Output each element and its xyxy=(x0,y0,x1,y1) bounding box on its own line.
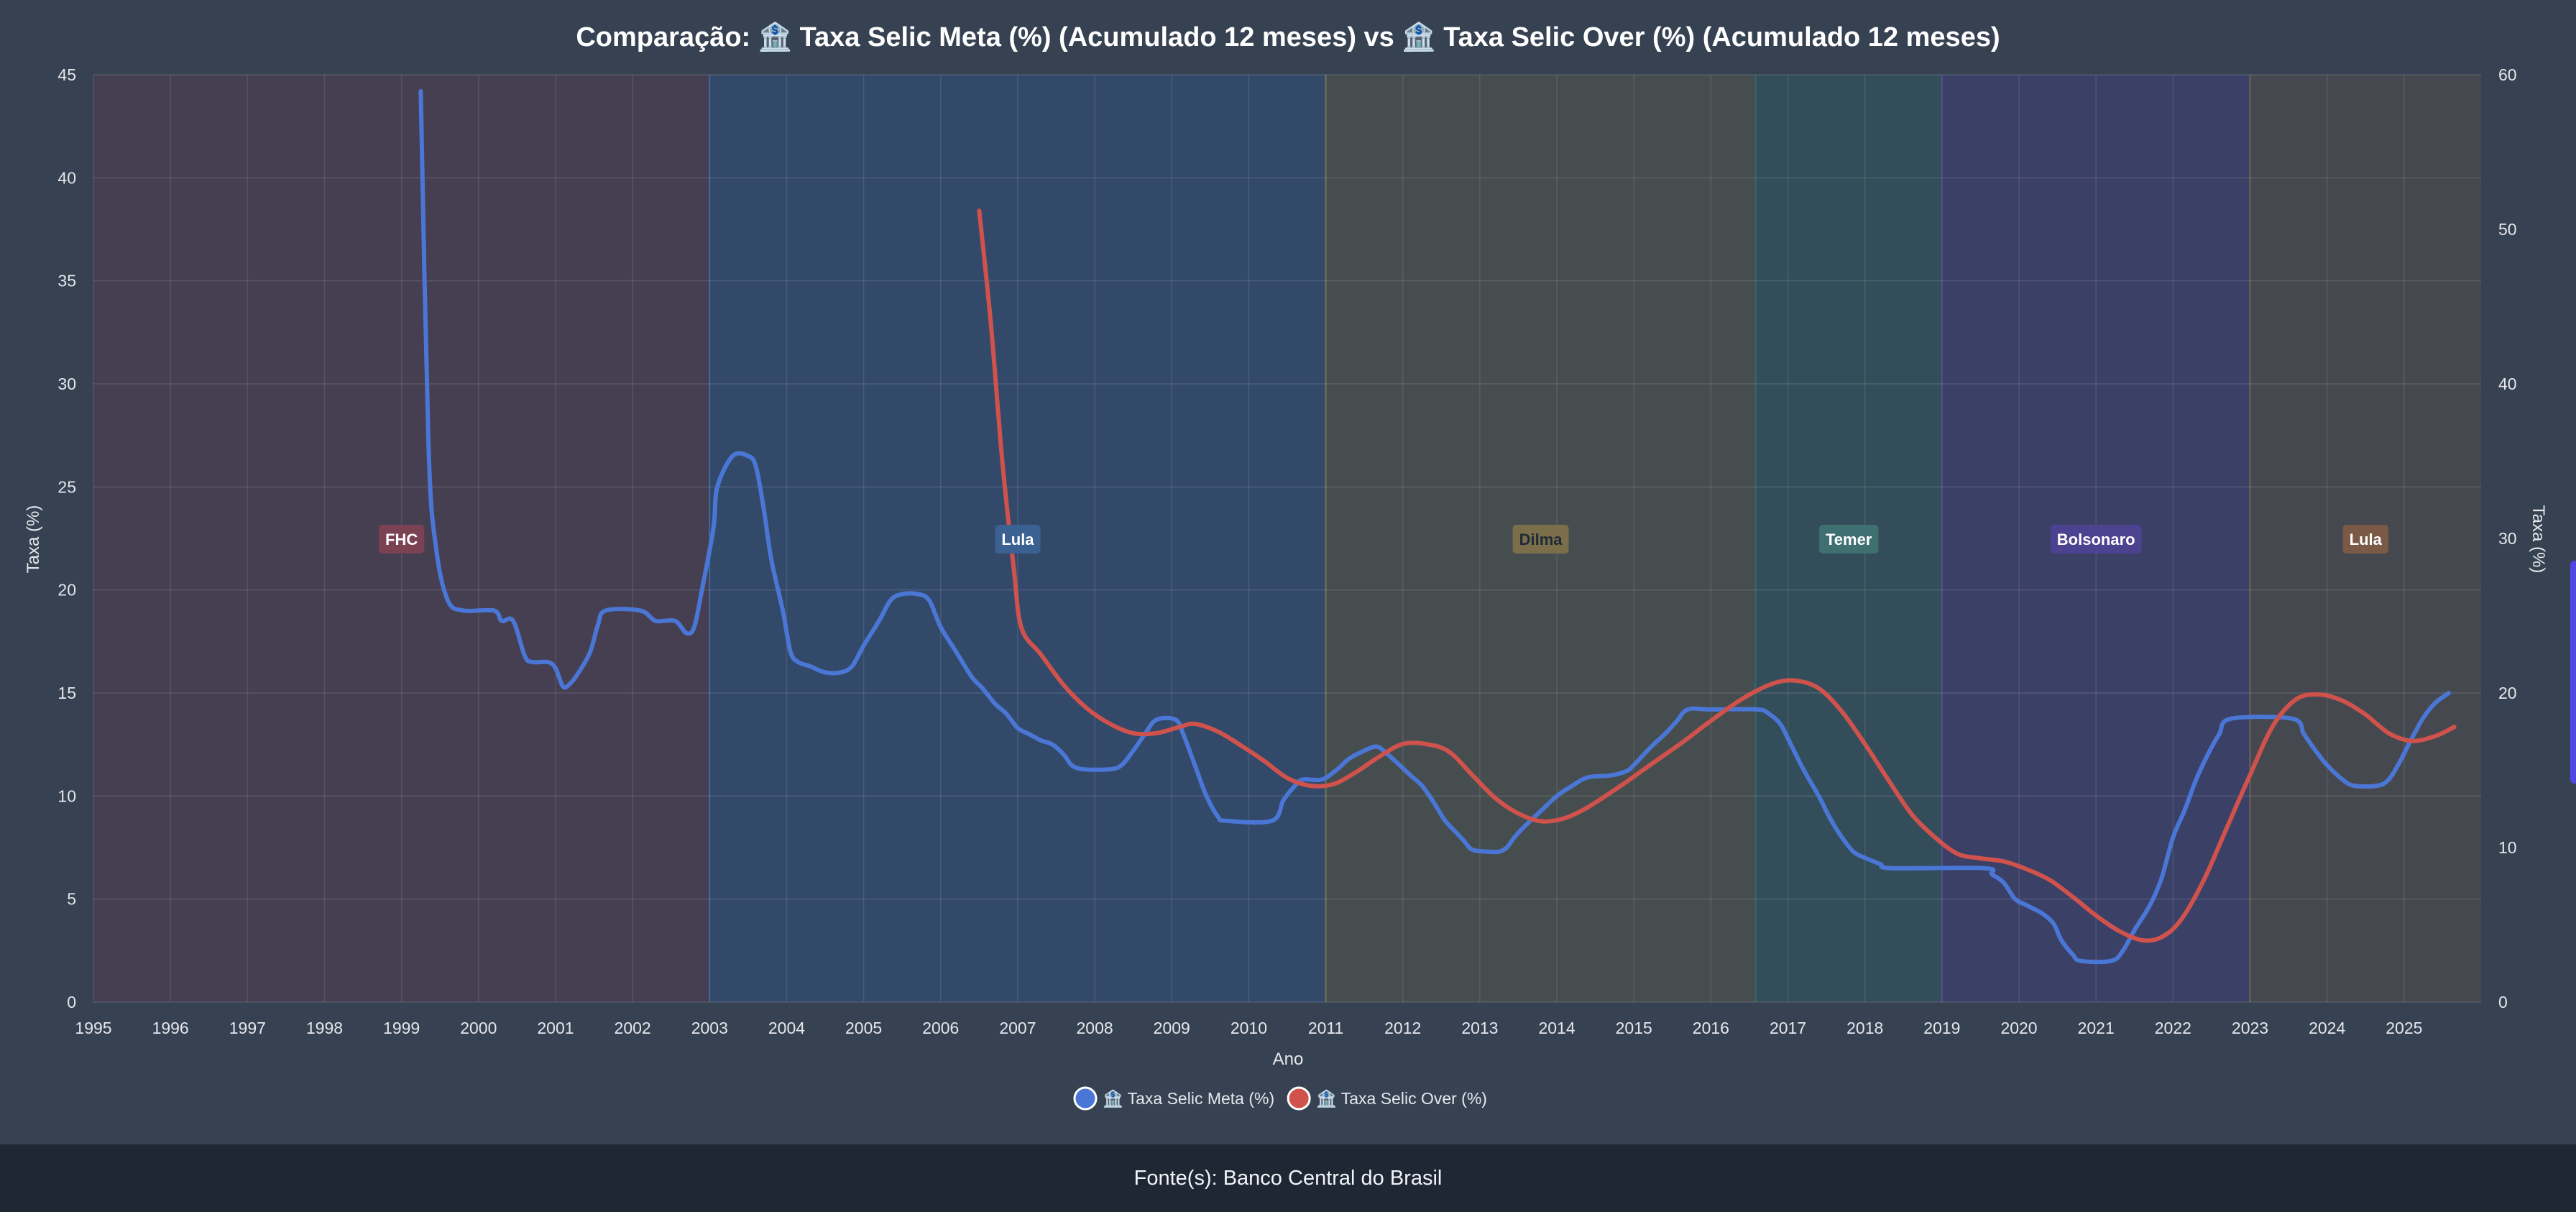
y-tick-label-left: 15 xyxy=(58,684,76,702)
x-tick-label: 2019 xyxy=(1923,1019,1960,1037)
x-tick-label: 2017 xyxy=(1770,1019,1806,1037)
x-tick-label: 2016 xyxy=(1693,1019,1729,1037)
x-tick-label: 2004 xyxy=(768,1019,805,1037)
legend-marker xyxy=(1287,1086,1311,1111)
scrollbar-thumb[interactable] xyxy=(2570,561,2576,784)
x-tick-label: 2005 xyxy=(845,1019,882,1037)
legend-label: 🏦 Taxa Selic Over (%) xyxy=(1316,1089,1487,1108)
y-tick-label-right: 10 xyxy=(2498,838,2517,857)
y-tick-label-left: 40 xyxy=(58,168,76,187)
y-tick-label-left: 45 xyxy=(58,65,76,84)
x-tick-label: 2024 xyxy=(2309,1019,2345,1037)
x-tick-label: 2015 xyxy=(1616,1019,1652,1037)
chart-axes: 1995 1996 1997 1998 1999 2000 2001 2002 2003 2004… xyxy=(58,65,2516,1037)
chart-legend: 🏦 Taxa Selic Meta (%) 🏦 Taxa Selic Over (… xyxy=(1073,1086,1487,1111)
line-chart: FHC Lula Dilma Temer Bolsonaro Lula 1995 1996 1… xyxy=(24,21,2548,1111)
x-tick-label: 2000 xyxy=(460,1019,497,1037)
x-tick-label: 1998 xyxy=(306,1019,343,1037)
period-label: Dilma xyxy=(1519,531,1563,548)
x-tick-label: 2010 xyxy=(1230,1019,1267,1037)
y-tick-label-left: 25 xyxy=(58,477,76,496)
y-tick-label-left: 10 xyxy=(58,786,76,805)
period-badge xyxy=(2050,525,2142,554)
period-label: Lula xyxy=(2350,531,2383,548)
y-tick-label-left: 30 xyxy=(58,375,76,393)
source-text: Fonte(s): Banco Central do Brasil xyxy=(1133,1166,1443,1190)
series-line-selic-meta xyxy=(418,88,2451,965)
period-badge xyxy=(995,525,1041,554)
x-tick-label: 2023 xyxy=(2232,1019,2268,1037)
period-badge xyxy=(2342,525,2388,554)
x-tick-label: 2012 xyxy=(1384,1019,1421,1037)
period-label: Lula xyxy=(1001,531,1034,548)
x-tick-label: 2025 xyxy=(2386,1019,2422,1037)
x-tick-label: 1997 xyxy=(229,1019,266,1037)
y-axis-title-right: Taxa (%) xyxy=(2529,505,2548,574)
x-tick-label: 2009 xyxy=(1154,1019,1190,1037)
period-label: FHC xyxy=(385,531,418,548)
legend-label: 🏦 Taxa Selic Meta (%) xyxy=(1103,1089,1274,1108)
y-tick-label-right: 50 xyxy=(2498,220,2517,239)
y-tick-label-right: 20 xyxy=(2498,684,2517,702)
x-tick-label: 1999 xyxy=(383,1019,420,1037)
chart-series xyxy=(418,88,2457,965)
x-tick-label: 2011 xyxy=(1308,1019,1343,1037)
y-tick-label-left: 5 xyxy=(67,890,76,909)
x-tick-label: 2008 xyxy=(1077,1019,1113,1037)
y-tick-label-right: 60 xyxy=(2498,65,2517,84)
x-tick-label: 2018 xyxy=(1846,1019,1883,1037)
y-tick-label-left: 35 xyxy=(58,272,76,290)
x-tick-label: 2021 xyxy=(2078,1019,2115,1037)
x-tick-label: 2002 xyxy=(615,1019,651,1037)
x-tick-label: 2022 xyxy=(2155,1019,2191,1037)
period-labels: FHC Lula Dilma Temer Bolsonaro Lula xyxy=(379,525,2388,554)
chart-title: Comparação: 🏦 Taxa Selic Meta (%) (Acumu… xyxy=(576,21,2000,52)
chart-grid xyxy=(93,74,2481,1003)
y-tick-label-right: 30 xyxy=(2498,529,2517,548)
period-badge xyxy=(1512,525,1569,554)
x-tick-label: 1996 xyxy=(152,1019,189,1037)
x-tick-label: 2007 xyxy=(999,1019,1036,1037)
x-tick-label: 2014 xyxy=(1538,1019,1575,1037)
period-badge xyxy=(1819,525,1879,554)
x-tick-label: 2003 xyxy=(691,1019,728,1037)
period-label: Temer xyxy=(1826,531,1872,548)
x-tick-label: 2013 xyxy=(1461,1019,1498,1037)
footer: Fonte(s): Banco Central do Brasil xyxy=(0,1144,2576,1212)
x-tick-label: 1995 xyxy=(75,1019,111,1037)
y-tick-label-left: 0 xyxy=(67,993,76,1011)
x-axis-title: Ano xyxy=(1273,1050,1304,1069)
x-tick-label: 2006 xyxy=(922,1019,959,1037)
y-tick-label-right: 0 xyxy=(2498,993,2508,1011)
period-label: Bolsonaro xyxy=(2057,531,2135,548)
legend-marker xyxy=(1073,1086,1098,1111)
series-line-selic-over xyxy=(977,208,2457,943)
y-tick-label-left: 20 xyxy=(58,581,76,600)
y-tick-label-right: 40 xyxy=(2498,375,2517,393)
legend-item[interactable]: 🏦 Taxa Selic Over (%) xyxy=(1287,1086,1487,1111)
x-tick-label: 2020 xyxy=(2000,1019,2037,1037)
y-axis-title-left: Taxa (%) xyxy=(24,505,43,574)
period-badge xyxy=(379,525,425,554)
x-tick-label: 2001 xyxy=(537,1019,574,1037)
legend-item[interactable]: 🏦 Taxa Selic Meta (%) xyxy=(1073,1086,1274,1111)
